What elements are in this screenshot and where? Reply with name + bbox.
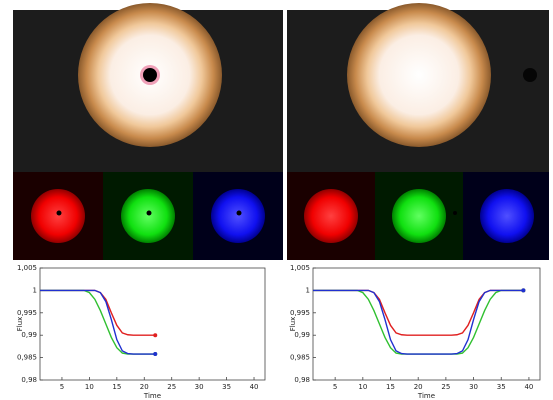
- green-star: [121, 189, 175, 243]
- end-marker: [153, 352, 158, 357]
- y-tick-label: 0,98: [21, 376, 37, 384]
- right-images: [287, 3, 549, 260]
- x-tick-label: 35: [222, 383, 231, 391]
- y-axis-label: Flux: [289, 317, 297, 332]
- x-tick-label: 30: [195, 383, 204, 391]
- y-tick-label: 0,995: [17, 309, 37, 317]
- x-tick-label: 10: [358, 383, 367, 391]
- x-tick-label: 15: [112, 383, 121, 391]
- planet: [453, 211, 457, 215]
- planet: [143, 68, 157, 82]
- planet: [56, 210, 62, 216]
- plot-area: [39, 267, 266, 381]
- end-marker: [521, 288, 526, 293]
- planet: [236, 210, 242, 216]
- line: [313, 289, 524, 355]
- x-tick-label: 20: [414, 383, 423, 391]
- line: [40, 289, 156, 355]
- x-tick-label: 5: [60, 383, 64, 391]
- end-marker: [153, 333, 158, 338]
- blue-star: [480, 189, 534, 243]
- x-axis-label: Time: [143, 392, 161, 400]
- planet: [523, 68, 537, 82]
- x-tick-label: 35: [497, 383, 506, 391]
- x-tick-label: 30: [469, 383, 478, 391]
- x-tick-label: 40: [250, 383, 259, 391]
- red-star: [31, 189, 85, 243]
- x-tick-label: 40: [524, 383, 533, 391]
- plot-area: [312, 267, 541, 381]
- green-star: [392, 189, 446, 243]
- y-tick-label: 0,99: [294, 331, 310, 339]
- y-axis-label: Flux: [16, 317, 24, 332]
- red-star: [304, 189, 358, 243]
- left-images: [13, 3, 283, 260]
- blue-star: [211, 189, 265, 243]
- y-tick-label: 0,985: [17, 354, 37, 362]
- y-tick-label: 0,98: [294, 376, 310, 384]
- y-tick-label: 1: [306, 286, 310, 294]
- y-tick-label: 0,99: [21, 331, 37, 339]
- y-tick-label: 1: [33, 286, 37, 294]
- x-tick-label: 20: [140, 383, 149, 391]
- x-axis-label: Time: [417, 392, 435, 400]
- y-tick-label: 0,985: [290, 354, 310, 362]
- y-tick-label: 1,005: [17, 264, 37, 272]
- x-tick-label: 15: [386, 383, 395, 391]
- planet: [146, 210, 152, 216]
- y-tick-label: 1,005: [290, 264, 310, 272]
- y-tick-label: 0,995: [290, 309, 310, 317]
- x-tick-label: 10: [85, 383, 94, 391]
- x-tick-label: 25: [167, 383, 176, 391]
- star: [347, 3, 491, 147]
- x-tick-label: 25: [441, 383, 450, 391]
- x-tick-label: 5: [333, 383, 337, 391]
